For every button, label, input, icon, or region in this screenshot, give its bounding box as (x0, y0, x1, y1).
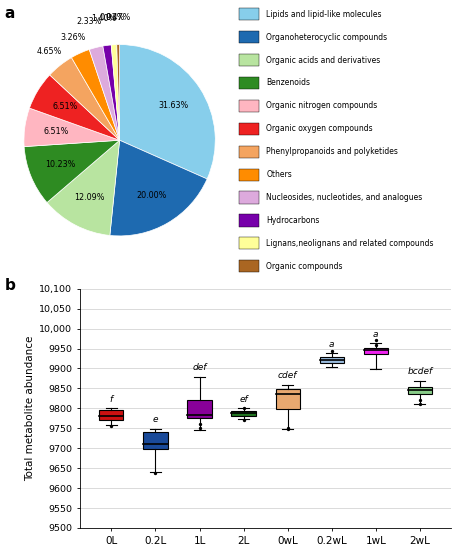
Bar (239, 123, 259, 135)
Text: ef: ef (239, 394, 247, 404)
Text: def: def (192, 364, 206, 372)
Bar (231, 411, 255, 416)
Text: e: e (152, 415, 158, 424)
Wedge shape (111, 45, 119, 140)
Text: 20.00%: 20.00% (136, 191, 167, 200)
Bar (239, 191, 259, 204)
Text: 4.65%: 4.65% (36, 47, 62, 57)
Text: 10.23%: 10.23% (45, 160, 75, 169)
Wedge shape (119, 45, 215, 179)
Text: 0.47%: 0.47% (105, 13, 130, 23)
Text: Organic nitrogen compounds: Organic nitrogen compounds (266, 101, 376, 111)
Bar (239, 100, 259, 112)
Text: 12.09%: 12.09% (74, 192, 105, 201)
Text: a: a (372, 329, 378, 339)
Text: f: f (110, 394, 112, 404)
Text: Nucleosides, nucleotides, and analogues: Nucleosides, nucleotides, and analogues (266, 193, 421, 202)
Text: a: a (5, 6, 15, 20)
Bar (239, 8, 259, 20)
Wedge shape (47, 140, 119, 235)
Bar (239, 238, 259, 250)
Wedge shape (24, 108, 119, 147)
Text: 6.51%: 6.51% (52, 102, 78, 112)
Wedge shape (103, 45, 119, 140)
Text: bcdef: bcdef (407, 367, 431, 376)
Bar (239, 214, 259, 227)
Y-axis label: Total metabolite abundance: Total metabolite abundance (25, 336, 35, 481)
Text: Organic compounds: Organic compounds (266, 262, 342, 271)
Bar (407, 387, 431, 394)
Text: Phenylpropanoids and polyketides: Phenylpropanoids and polyketides (266, 147, 397, 156)
Wedge shape (110, 140, 207, 236)
Bar (239, 260, 259, 272)
Wedge shape (71, 50, 119, 140)
Text: 31.63%: 31.63% (158, 101, 188, 110)
Text: Organoheterocyclic compounds: Organoheterocyclic compounds (266, 32, 386, 42)
Bar (239, 54, 259, 66)
Wedge shape (29, 75, 119, 140)
Bar (239, 77, 259, 89)
Text: Lipids and lipid-like molecules: Lipids and lipid-like molecules (266, 10, 381, 19)
Text: Benzenoids: Benzenoids (266, 79, 309, 87)
Text: Others: Others (266, 170, 291, 179)
Text: b: b (5, 278, 16, 293)
Text: 1.40%: 1.40% (91, 14, 116, 23)
Wedge shape (117, 45, 119, 140)
Bar (363, 348, 387, 354)
Bar (239, 31, 259, 43)
Bar (143, 432, 167, 449)
Text: Organic oxygen compounds: Organic oxygen compounds (266, 124, 372, 133)
Bar (275, 389, 299, 409)
Text: 0.93%: 0.93% (100, 14, 125, 23)
Text: a: a (328, 339, 334, 349)
Text: 2.33%: 2.33% (77, 17, 102, 26)
Bar (319, 356, 343, 364)
Bar (239, 146, 259, 158)
Wedge shape (89, 46, 119, 140)
Text: Hydrocarbons: Hydrocarbons (266, 216, 319, 225)
Text: Organic acids and derivatives: Organic acids and derivatives (266, 56, 380, 64)
Text: Lignans,neolignans and related compounds: Lignans,neolignans and related compounds (266, 239, 433, 248)
Bar (239, 168, 259, 180)
Bar (187, 400, 211, 419)
Wedge shape (24, 140, 119, 202)
Bar (99, 410, 123, 420)
Text: 3.26%: 3.26% (60, 33, 85, 42)
Text: 6.51%: 6.51% (43, 127, 69, 136)
Text: cdef: cdef (277, 371, 297, 381)
Wedge shape (50, 58, 119, 140)
